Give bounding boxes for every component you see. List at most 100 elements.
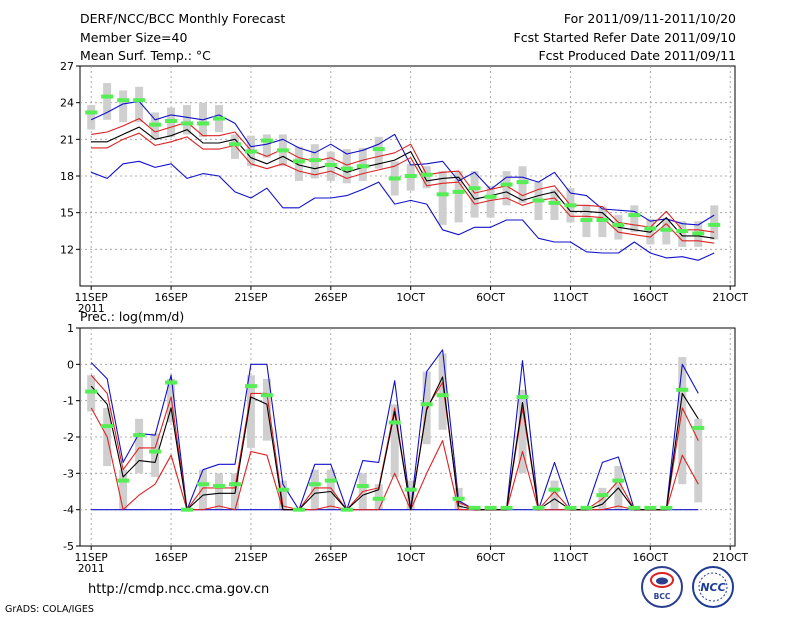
prec-median-marker [101, 424, 114, 429]
temp-x-tick-label: 21SEP [234, 292, 267, 304]
temp-median-marker [356, 164, 369, 169]
temp-median-marker [580, 218, 593, 222]
variable-label: Mean Surf. Temp.: °C [80, 48, 211, 63]
bcc-logo-core [656, 577, 668, 585]
temp-median-marker [452, 189, 465, 194]
temp-median-marker [388, 176, 401, 181]
prec-x-tick-label: 26SEP [314, 552, 347, 564]
temp-median-marker [276, 148, 289, 153]
prec-median-marker [484, 505, 497, 510]
temp-y-tick-label: 21 [60, 133, 74, 146]
temp-median-marker [133, 98, 146, 103]
prec-y-tick-label: 1 [67, 322, 74, 335]
temp-x-tick-label: 16OCT [633, 292, 669, 304]
temp-y-tick-label: 12 [60, 243, 74, 256]
temp-x-tick-label: 26SEP [314, 292, 347, 304]
temp-spread-bar [710, 205, 719, 240]
prec-median-marker [532, 505, 545, 510]
temp-y-tick-label: 27 [60, 60, 74, 73]
temp-spread-bar [183, 105, 192, 135]
temp-median-marker [676, 229, 689, 233]
forecast-start-date: Fcst Started Refer Date 2011/09/10 [513, 30, 737, 45]
prec-median-marker [516, 395, 529, 400]
bcc-logo-swirl [650, 572, 674, 588]
temp-median-marker [372, 147, 385, 152]
prec-median-marker [133, 433, 146, 438]
temp-median-marker [692, 231, 705, 236]
temp-median-marker [197, 121, 210, 126]
temp-spread-bar [294, 146, 303, 181]
temp-median-marker [660, 227, 673, 232]
temp-mean-line [91, 126, 715, 239]
prec-spread-bar [438, 353, 447, 430]
prec-inner-high-line [90, 374, 699, 511]
prec-median-marker [612, 478, 625, 483]
prec-spread-bar [518, 389, 527, 474]
temp-median-marker [404, 174, 417, 178]
prec-median-marker [356, 484, 369, 489]
temp-median-marker [484, 194, 497, 199]
forecast-produced-date: Fcst Produced Date 2011/09/11 [538, 48, 736, 63]
temp-x-tick-label: 16SEP [155, 292, 188, 304]
temp-spread-bar [119, 90, 128, 123]
prec-x-tick-label: 16OCT [633, 552, 669, 564]
prec-median-marker [676, 387, 689, 392]
prec-mean-line [90, 376, 699, 511]
prec-median-marker [404, 487, 417, 492]
temp-spread-bar [630, 205, 639, 233]
prec-median-marker [85, 389, 98, 394]
temp-median-marker [260, 138, 273, 143]
temp-median-marker [244, 149, 257, 154]
prec-x-tick-label: 21OCT [713, 552, 749, 564]
temp-median-marker [340, 166, 353, 171]
ncc-logo-inner-ring [698, 572, 728, 602]
prec-median-marker [308, 482, 321, 487]
prec-spread-bar [390, 404, 399, 477]
temp-median-marker [468, 186, 481, 191]
prec-x-tick-label: 6OCT [476, 552, 505, 564]
prec-median-marker [276, 487, 289, 492]
prec-spread-bar [246, 375, 255, 448]
prec-y-tick-label: -4 [63, 504, 74, 517]
prec-median-marker [564, 505, 577, 510]
prec-median-marker [244, 384, 257, 389]
prec-spread-bar [310, 469, 319, 510]
prec-median-marker [468, 505, 481, 510]
temp-outer-low-line [91, 160, 715, 261]
prec-median-marker [149, 449, 162, 454]
prec-spread-bar [278, 480, 287, 510]
prec-spread-bar [262, 378, 271, 441]
temp-median-marker [516, 180, 529, 185]
temp-spread-bar [262, 134, 271, 158]
temp-inner-high-line [91, 118, 715, 233]
prec-median-marker [628, 505, 641, 510]
temp-median-marker [612, 222, 625, 227]
prec-year-label: 2011 [78, 563, 105, 575]
prec-y-tick-label: -2 [63, 431, 74, 444]
prec-median-marker [436, 393, 449, 398]
prec-y-tick-label: -3 [63, 467, 74, 480]
temp-spread-bar [230, 134, 239, 159]
temp-spread-bar [678, 221, 687, 247]
prec-y-tick-label: -1 [63, 395, 74, 408]
temp-spread-bar [374, 136, 383, 169]
prec-outer-high-line [90, 349, 699, 511]
prec-x-tick-label: 11SEP [75, 552, 108, 564]
temp-y-tick-label: 24 [60, 97, 74, 110]
prec-spread-bar [119, 469, 128, 510]
temp-y-tick-label: 18 [60, 170, 74, 183]
prec-spread-bar [214, 473, 223, 510]
prec-median-marker [260, 393, 273, 398]
prec-median-marker [228, 482, 241, 487]
temperature-panel: 12 15 18 21 24 27 11SEP 16SEP 21SEP 26SEP 1OCT 6OCT… [60, 60, 748, 315]
prec-median-marker [292, 507, 305, 512]
temp-median-marker [117, 98, 130, 103]
prec-median-marker [340, 507, 353, 512]
prec-median-marker [548, 487, 561, 492]
precipitation-title-group: Prec.: log(mm/d) [80, 309, 184, 324]
prec-median-marker [117, 478, 130, 483]
member-size-label: Member Size=40 [80, 30, 188, 45]
temp-median-marker [228, 142, 241, 147]
footer-url: http://cmdp.ncc.cma.gov.cn [88, 582, 270, 597]
temp-spread-bar [135, 86, 144, 123]
